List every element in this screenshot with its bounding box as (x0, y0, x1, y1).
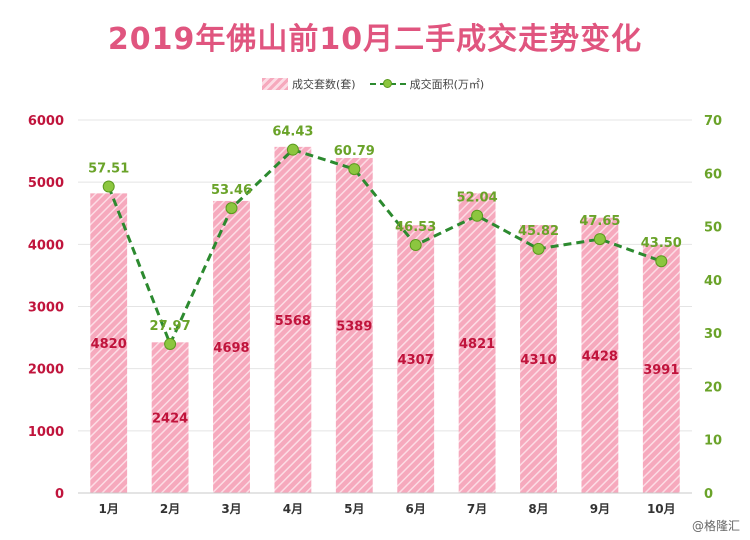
bar (335, 157, 373, 493)
bar-value-label: 4428 (582, 349, 618, 364)
bar (397, 225, 435, 493)
line-value-label: 60.79 (334, 144, 375, 159)
line-value-label: 45.82 (518, 224, 559, 239)
bar-value-label: 4307 (398, 353, 434, 368)
line-value-label: 27.97 (150, 319, 191, 334)
watermark-credit: @格隆汇 (691, 519, 740, 533)
bar-value-label: 4821 (459, 337, 495, 352)
legend-bar-swatch (262, 78, 288, 90)
line-point (532, 242, 545, 255)
line-point (286, 143, 299, 156)
legend-line-label: 成交面积(万㎡) (409, 78, 485, 91)
right-axis-tick-label: 70 (704, 114, 722, 129)
line-point (593, 233, 606, 246)
bar-value-label: 4310 (520, 353, 556, 368)
right-axis-tick-label: 50 (704, 221, 722, 236)
line-point (471, 209, 484, 222)
x-axis-tick-label: 6月 (406, 502, 426, 516)
right-axis-tick-label: 30 (704, 327, 722, 342)
right-axis-tick-label: 60 (704, 167, 722, 182)
bar (458, 193, 496, 493)
line-value-label: 46.53 (395, 220, 436, 235)
bar (274, 146, 312, 493)
line-value-label: 53.46 (211, 183, 252, 198)
line-value-label: 47.65 (579, 214, 620, 229)
x-axis-tick-label: 3月 (221, 502, 241, 516)
x-axis-tick-label: 2月 (160, 502, 180, 516)
left-axis-tick-label: 4000 (28, 238, 64, 253)
legend: 成交套数(套) 成交面积(万㎡) (262, 76, 484, 92)
right-axis-tick-label: 20 (704, 380, 722, 395)
bar (213, 200, 250, 494)
left-axis-tick-label: 2000 (28, 363, 64, 378)
area-series-line (107, 147, 662, 348)
left-axis-tick-label: 6000 (28, 114, 64, 129)
left-axis-tick-label: 0 (55, 487, 64, 502)
line-point (102, 180, 115, 193)
left-axis-tick-label: 1000 (28, 425, 64, 440)
chart-title: 2019年佛山前10月二手成交走势变化 (107, 22, 643, 57)
x-axis-tick-label: 8月 (528, 502, 548, 516)
line-point (655, 255, 668, 268)
line-value-label: 57.51 (88, 162, 129, 177)
bar (151, 342, 189, 493)
right-axis-tick-label: 40 (704, 274, 722, 289)
x-axis-tick-label: 4月 (283, 502, 303, 516)
line-point (348, 163, 361, 176)
line-value-label: 52.04 (457, 191, 498, 206)
line-value-label: 43.50 (641, 236, 682, 251)
bar-value-label: 5568 (275, 314, 311, 329)
bar-value-label: 3991 (643, 363, 679, 378)
legend-bar-label: 成交套数(套) (292, 78, 356, 91)
x-axis-tick-label: 1月 (99, 502, 119, 516)
line-point (225, 202, 238, 215)
x-axis-tick-label: 5月 (344, 502, 364, 516)
bar-value-label: 5389 (336, 319, 372, 334)
bar-value-label: 2424 (152, 412, 188, 427)
x-axis-tick-label: 7月 (467, 502, 487, 516)
left-axis-tick-label: 3000 (28, 301, 64, 316)
bar-value-label: 4820 (91, 337, 127, 352)
line-point (164, 337, 177, 350)
bar (581, 217, 619, 493)
left-axis-tick-label: 5000 (28, 176, 64, 191)
bar (642, 244, 680, 493)
right-axis-tick-label: 10 (704, 434, 722, 449)
line-value-label: 64.43 (272, 125, 313, 140)
right-axis-tick-label: 0 (704, 487, 713, 502)
x-axis-tick-label: 9月 (590, 502, 610, 516)
line-point (409, 239, 422, 252)
bar-value-label: 4698 (213, 341, 249, 356)
legend-line-swatch (369, 78, 406, 90)
bar (520, 225, 557, 494)
bar (90, 193, 128, 493)
x-axis-tick-label: 10月 (647, 502, 676, 516)
